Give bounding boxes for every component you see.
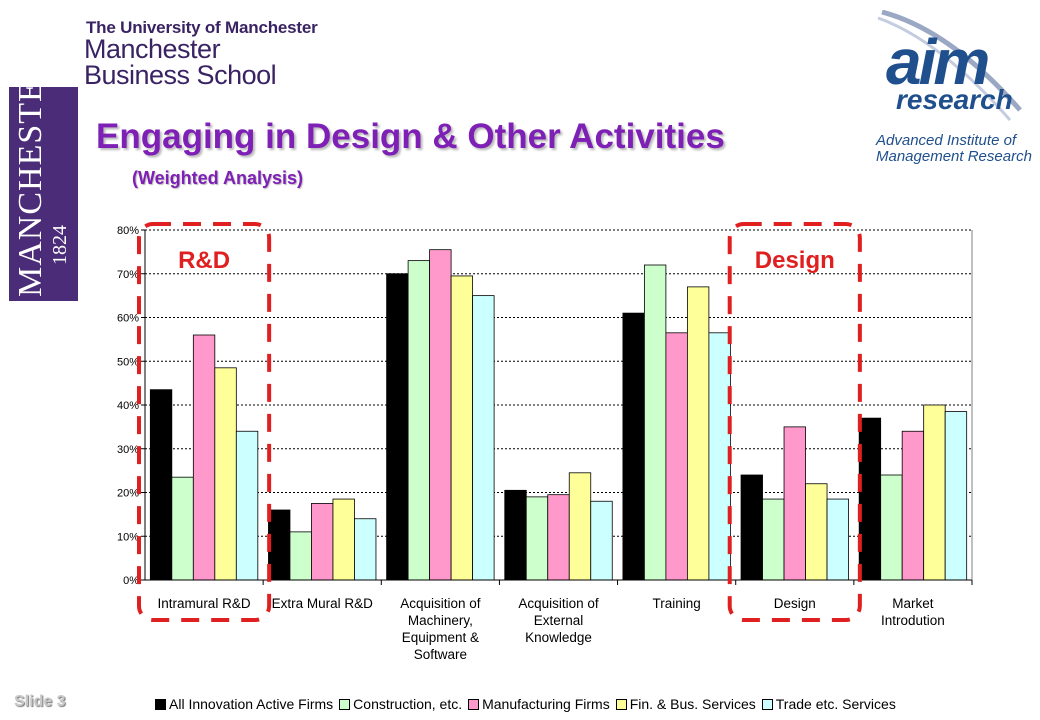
school-line-2: Business School	[84, 60, 277, 90]
x-tick-label: Introdution	[881, 613, 945, 628]
y-tick-label: 0%	[123, 575, 139, 587]
legend-label: Manufacturing Firms	[482, 696, 610, 712]
y-tick-label: 20%	[117, 488, 139, 500]
manchester-logo-block: MANCHESTER 1824	[9, 57, 78, 301]
legend-item: Trade etc. Services	[761, 696, 896, 712]
x-tick-label: Design	[774, 596, 816, 611]
bar	[289, 531, 312, 581]
x-tick-label: Extra Mural R&D	[272, 596, 374, 611]
bar	[923, 404, 946, 581]
slide-subtitle: (Weighted Analysis)	[132, 168, 304, 188]
bar	[805, 483, 828, 581]
y-tick-label: 40%	[117, 400, 139, 412]
design-highlight-box	[727, 222, 862, 622]
bar	[826, 498, 849, 581]
bar	[450, 275, 474, 581]
bar	[686, 286, 710, 581]
bar	[311, 503, 334, 581]
chart-axes	[141, 229, 973, 585]
chart-bars	[149, 249, 968, 581]
x-tick-label: Market	[892, 596, 934, 611]
legend-item: Fin. & Bus. Services	[615, 696, 756, 712]
x-tick-label: Acquisition of	[400, 596, 481, 611]
school-line-1: Manchester	[84, 34, 221, 64]
aim-logo-research: research	[896, 84, 1013, 115]
chart-legend: All Innovation Active Firms Construction,…	[155, 696, 902, 712]
bar	[214, 367, 237, 581]
bar	[429, 249, 452, 581]
bar	[547, 494, 570, 581]
bar	[525, 496, 549, 581]
bar	[858, 417, 882, 581]
y-tick-label: 50%	[117, 356, 139, 368]
x-tick-label: Equipment &	[402, 630, 479, 645]
x-tick-label: Machinery,	[408, 613, 473, 628]
bar	[665, 332, 688, 581]
x-tick-label: Software	[414, 647, 467, 662]
bar	[407, 260, 431, 581]
bar	[590, 500, 613, 581]
aim-logo-text: aim	[886, 26, 990, 98]
rd-label: R&D	[178, 247, 230, 274]
y-tick-label: 30%	[117, 444, 139, 456]
legend-item: Manufacturing Firms	[468, 696, 610, 712]
rd-highlight-box	[137, 222, 272, 622]
bar	[901, 430, 925, 581]
bar	[740, 474, 763, 581]
legend-swatch	[155, 698, 166, 710]
chart-labels: 0% 10% 20% 30% 40% 50% 60% 70% 80% Intramural R&D…	[117, 225, 945, 662]
bar	[568, 472, 592, 581]
bar	[944, 411, 968, 581]
legend-swatch	[468, 698, 480, 710]
legend-item: All Innovation Active Firms	[155, 696, 333, 712]
x-tick-label: Knowledge	[525, 630, 592, 645]
bar	[880, 474, 903, 581]
bar	[192, 334, 216, 581]
bar	[504, 489, 527, 581]
legend-label: All Innovation Active Firms	[169, 696, 334, 712]
aim-tagline-1: Advanced Institute of	[876, 132, 1017, 149]
y-tick-label: 70%	[117, 269, 139, 281]
highlight-boxes: R&D Design	[137, 222, 862, 622]
y-tick-label: 80%	[117, 225, 139, 237]
slide-title: Engaging in Design & Other Activities	[96, 117, 725, 156]
aim-logo-swoosh	[877, 10, 1022, 121]
x-tick-label: External	[534, 613, 584, 628]
business-school-name: Manchester Business School	[84, 34, 277, 90]
legend-label: Construction, etc.	[353, 696, 463, 712]
slide-number: Slide 3	[14, 693, 66, 710]
legend-swatch	[761, 698, 773, 710]
legend-label: Fin. & Bus. Services	[629, 696, 756, 712]
bar	[762, 498, 785, 581]
design-label: Design	[755, 247, 835, 274]
y-tick-label: 60%	[117, 313, 139, 325]
university-name: The University of Manchester	[86, 18, 318, 37]
bar	[472, 295, 495, 581]
legend-item: Construction, etc.	[339, 696, 462, 712]
bar	[354, 518, 377, 581]
x-tick-label: Intramural R&D	[158, 596, 251, 611]
bar	[622, 312, 645, 581]
bar	[268, 509, 291, 581]
bar	[708, 332, 731, 581]
bar	[332, 498, 355, 581]
y-tick-label: 10%	[117, 531, 139, 543]
legend-label: Trade etc. Services	[775, 696, 896, 712]
bar	[149, 389, 173, 581]
bar	[171, 476, 194, 581]
legend-swatch	[339, 698, 351, 710]
x-tick-label: Training	[653, 596, 701, 611]
aim-tagline-2: Management Research	[876, 148, 1032, 165]
bar	[386, 273, 409, 581]
bar	[643, 264, 667, 581]
bar	[235, 430, 259, 581]
x-tick-label: Acquisition of	[518, 596, 599, 611]
legend-swatch	[615, 698, 627, 710]
bar	[783, 426, 806, 581]
